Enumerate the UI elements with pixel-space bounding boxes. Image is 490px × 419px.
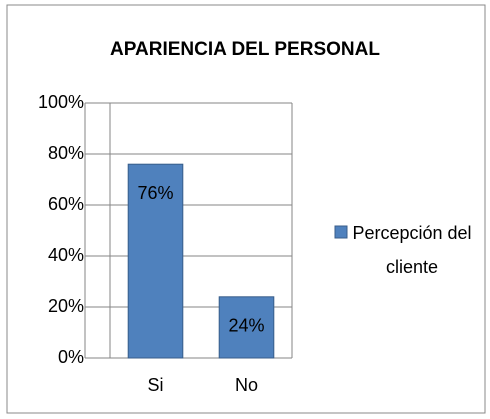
- data-label: 76%: [137, 183, 173, 203]
- legend-label: Percepción del cliente: [352, 223, 472, 277]
- y-tick-label: 80%: [48, 143, 84, 163]
- bar: [218, 296, 275, 359]
- y-tick-label: 60%: [48, 194, 84, 214]
- x-tick-label: No: [235, 375, 258, 395]
- legend-swatch: [334, 225, 348, 239]
- chart-title: APARIENCIA DEL PERSONAL: [110, 39, 380, 60]
- bar: [127, 163, 184, 359]
- y-tick-label: 20%: [48, 296, 84, 316]
- x-tick-label: Si: [147, 375, 163, 395]
- chart-frame: [6, 4, 486, 414]
- data-label: 24%: [228, 316, 264, 336]
- y-tick-label: 40%: [48, 245, 84, 265]
- y-tick-label: 0%: [58, 347, 84, 367]
- y-tick-label: 100%: [38, 92, 84, 112]
